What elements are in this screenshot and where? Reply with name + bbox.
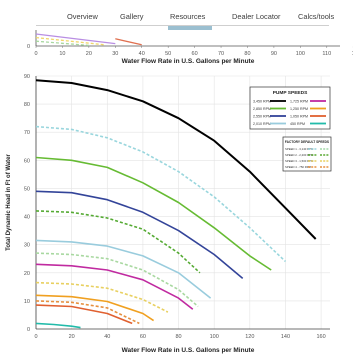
series-line bbox=[35, 239, 212, 299]
nav-item-dealer-locator[interactable]: Dealer Locator bbox=[232, 12, 281, 21]
upper-x-tick-label: 30 bbox=[112, 51, 118, 57]
legend-label: 2,850 RPM bbox=[253, 107, 271, 111]
x-tick-label: 80 bbox=[175, 334, 181, 340]
x-tick-label: 120 bbox=[245, 334, 254, 340]
series-line bbox=[35, 322, 81, 329]
y-tick-label: 10 bbox=[24, 299, 30, 305]
legend-label: 2,010 RPM bbox=[253, 122, 271, 126]
legend-label: 450 RPM bbox=[290, 122, 305, 126]
legend-label: 1,725 RPM bbox=[290, 100, 308, 104]
series-line bbox=[35, 190, 244, 280]
y-tick-label: 0 bbox=[27, 327, 30, 333]
series-line bbox=[35, 156, 272, 271]
upper-series-line bbox=[35, 36, 105, 46]
upper-x-tick-label: 1 bbox=[352, 51, 353, 57]
y-axis-title: Total Dynamic Head in Ft of Water bbox=[6, 154, 12, 251]
upper-series-line bbox=[115, 38, 142, 46]
legend-factory-speeds-box bbox=[282, 136, 332, 172]
upper-x-tick-label: 110 bbox=[322, 51, 331, 57]
upper-x-tick-label: 0 bbox=[34, 51, 37, 57]
nav-item-resources[interactable]: Resources bbox=[170, 12, 206, 21]
x-tick-label: 160 bbox=[316, 334, 325, 340]
y-tick-label: 70 bbox=[24, 130, 30, 136]
y-tick-label: 40 bbox=[24, 215, 30, 221]
legend-label: 1,050 RPM bbox=[290, 115, 308, 119]
legend-label: SPEED 1 - 3,140 RPM bbox=[285, 147, 314, 151]
nav-item-overview[interactable]: Overview bbox=[67, 12, 98, 21]
upper-y-tick-label: 0 bbox=[27, 44, 30, 50]
x-tick-label: 20 bbox=[69, 334, 75, 340]
upper-x-tick-label: 10 bbox=[59, 51, 65, 57]
x-tick-label: 140 bbox=[281, 334, 290, 340]
x-tick-label: 0 bbox=[34, 334, 37, 340]
nav-item-calcs-tools[interactable]: Calcs/tools bbox=[298, 12, 335, 21]
series-line bbox=[35, 79, 317, 240]
upper-series-line bbox=[35, 33, 116, 45]
series-line bbox=[35, 263, 194, 310]
series-line bbox=[35, 252, 199, 308]
legend-pump-speeds-title: PUMP SPEEDS bbox=[273, 90, 308, 96]
upper-x-axis-title: Water Flow Rate in U.S. Gallons per Minu… bbox=[122, 58, 255, 65]
upper-x-tick-label: 60 bbox=[192, 51, 198, 57]
series-line bbox=[35, 125, 287, 263]
legend-label: 1,250 RPM bbox=[290, 107, 308, 111]
upper-x-tick-label: 40 bbox=[139, 51, 145, 57]
upper-x-tick-label: 20 bbox=[86, 51, 92, 57]
x-tick-label: 60 bbox=[140, 334, 146, 340]
upper-x-tick-label: 50 bbox=[165, 51, 171, 57]
upper-x-tick-label: 100 bbox=[296, 51, 305, 57]
x-tick-label: 40 bbox=[104, 334, 110, 340]
series-line bbox=[35, 304, 133, 325]
series-line bbox=[35, 294, 155, 322]
y-tick-label: 20 bbox=[24, 271, 30, 277]
nav-active-indicator bbox=[168, 26, 212, 30]
legend-label: SPEED 3 - 1,500 RPM bbox=[285, 159, 314, 163]
legend-factory-speeds-title: FACTORY DEFAULT SPEEDS bbox=[285, 140, 329, 144]
series-line bbox=[35, 281, 169, 313]
legend-label: SPEED 4 - 750 RPM bbox=[285, 165, 312, 169]
upper-x-tick-label: 90 bbox=[271, 51, 277, 57]
series-line bbox=[35, 300, 140, 325]
y-tick-label: 80 bbox=[24, 102, 30, 108]
legend-label: 3,450 RPM bbox=[253, 100, 271, 104]
legend-label: SPEED 2 - 2,200 RPM bbox=[285, 153, 314, 157]
y-tick-label: 50 bbox=[24, 186, 30, 192]
x-tick-label: 100 bbox=[210, 334, 219, 340]
upper-series-line bbox=[35, 40, 89, 47]
legend-label: 2,550 RPM bbox=[253, 115, 271, 119]
nav-item-gallery[interactable]: Gallery bbox=[120, 12, 144, 21]
upper-x-tick-label: 80 bbox=[244, 51, 250, 57]
nav-divider bbox=[36, 25, 329, 26]
x-axis-title: Water Flow Rate in U.S. Gallons per Minu… bbox=[122, 347, 255, 354]
y-tick-label: 90 bbox=[24, 74, 30, 80]
series-line bbox=[35, 210, 201, 274]
y-tick-label: 30 bbox=[24, 243, 30, 249]
upper-x-tick-label: 70 bbox=[218, 51, 224, 57]
y-tick-label: 60 bbox=[24, 158, 30, 164]
top-nav: Overview Gallery Resources Dealer Locato… bbox=[0, 0, 353, 30]
